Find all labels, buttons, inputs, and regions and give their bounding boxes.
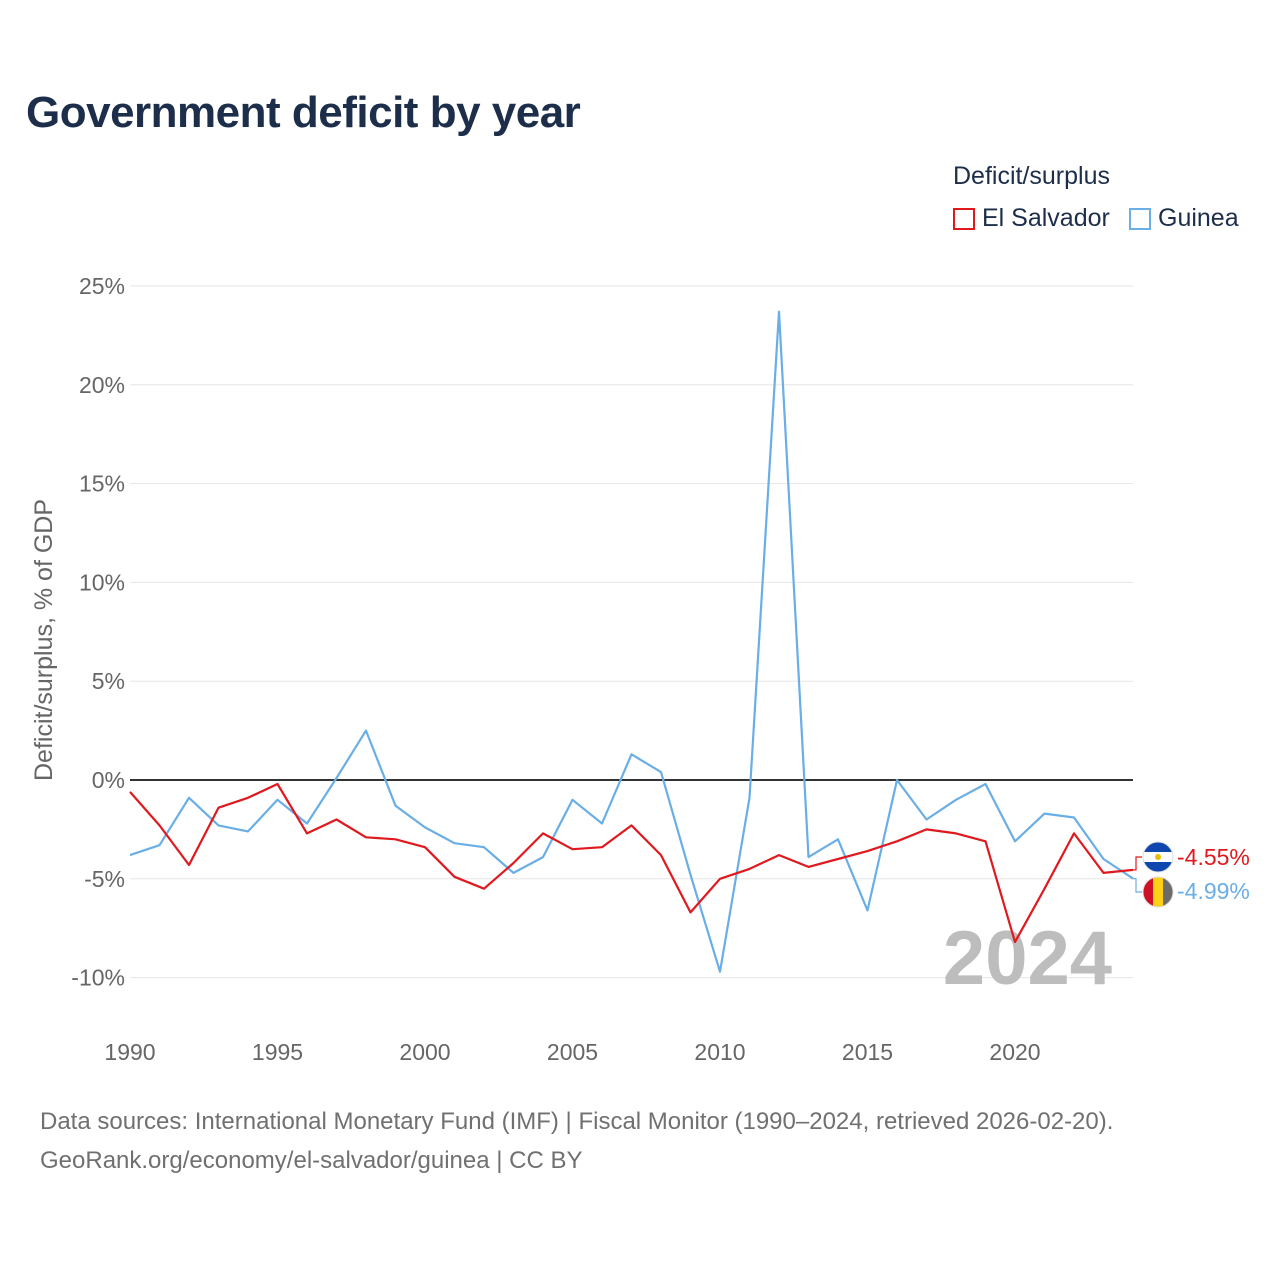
y-tick-label: -10% [71, 965, 125, 991]
end-markers: -4.55% -4.99% [1133, 841, 1250, 908]
legend-swatch-guinea [1129, 207, 1151, 230]
x-tick-label: 2010 [694, 1039, 745, 1065]
end-label-guinea: -4.99% [1177, 878, 1250, 904]
end-connector-el-salvador [1133, 856, 1142, 871]
y-tick-label: 15% [79, 471, 125, 497]
legend-item-el-salvador[interactable]: El Salvador [953, 204, 1110, 233]
series-layer [129, 310, 1134, 973]
y-tick-label: 25% [79, 273, 125, 299]
end-label-el-salvador: -4.55% [1177, 844, 1250, 870]
y-tick-label: 10% [79, 569, 125, 595]
legend-item-guinea[interactable]: Guinea [1129, 204, 1239, 233]
guinea-flag-icon [1143, 877, 1173, 907]
chart-title: Government deficit by year [26, 88, 581, 137]
x-tick-label: 2005 [547, 1039, 598, 1065]
legend-swatch-el-salvador [953, 207, 975, 230]
legend-label-guinea: Guinea [1158, 204, 1239, 232]
source-line-2[interactable]: GeoRank.org/economy/el-salvador/guinea |… [40, 1147, 583, 1174]
x-axis-ticks: 1990 1995 2000 2005 2010 2015 2020 [104, 1039, 1040, 1065]
source-line-1: Data sources: International Monetary Fun… [40, 1108, 1114, 1135]
y-axis-ticks: -10% -5% 0% 5% 10% 15% 20% 25% [71, 273, 125, 991]
end-connector-guinea [1133, 878, 1142, 893]
x-tick-label: 2015 [842, 1039, 893, 1065]
x-tick-label: 2020 [989, 1039, 1040, 1065]
x-tick-label: 1990 [104, 1039, 155, 1065]
series-line-el-salvador [129, 782, 1134, 944]
el-salvador-flag-icon [1143, 842, 1173, 872]
gridlines [130, 285, 1133, 979]
series-line-guinea [129, 310, 1134, 973]
y-tick-label: 5% [92, 668, 125, 694]
x-tick-label: 1995 [252, 1039, 303, 1065]
y-tick-label: -5% [84, 866, 125, 892]
y-axis-title: Deficit/surplus, % of GDP [30, 499, 58, 781]
legend-label-el-salvador: El Salvador [982, 204, 1110, 232]
y-tick-label: 0% [92, 767, 125, 793]
x-tick-label: 2000 [399, 1039, 450, 1065]
legend-title: Deficit/surplus [953, 162, 1110, 190]
y-tick-label: 20% [79, 372, 125, 398]
year-watermark: 2024 [943, 916, 1112, 1001]
